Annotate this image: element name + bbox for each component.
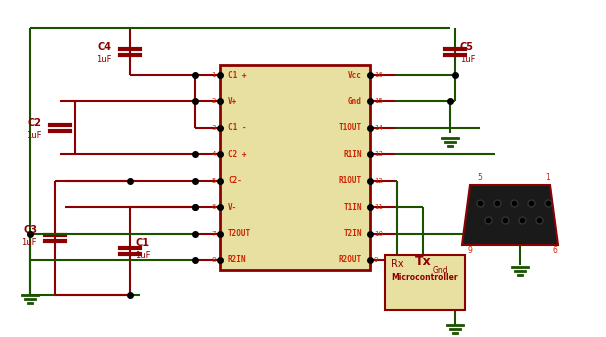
Text: 7: 7 — [211, 231, 216, 237]
Text: 8: 8 — [211, 257, 216, 263]
Text: C1 +: C1 + — [228, 70, 247, 80]
Text: Gnd: Gnd — [432, 266, 448, 275]
Text: 15: 15 — [374, 98, 383, 104]
Text: 1uF: 1uF — [21, 238, 37, 247]
Text: 5: 5 — [211, 178, 216, 184]
Text: C3: C3 — [23, 225, 37, 235]
Text: 14: 14 — [374, 125, 383, 131]
Text: 1uF: 1uF — [27, 131, 42, 140]
Text: Rx: Rx — [391, 259, 404, 269]
Text: C2: C2 — [28, 118, 42, 128]
Text: Microcontroller: Microcontroller — [391, 273, 458, 282]
Text: C1 -: C1 - — [228, 123, 247, 132]
Text: 2: 2 — [211, 98, 216, 104]
Text: 9: 9 — [468, 246, 473, 255]
Text: 4: 4 — [211, 151, 216, 157]
Text: 6: 6 — [211, 204, 216, 210]
Text: 1uF: 1uF — [460, 55, 476, 63]
Text: 9: 9 — [374, 257, 379, 263]
Text: 1uF: 1uF — [96, 55, 112, 63]
Text: C1: C1 — [135, 238, 149, 248]
Text: T1OUT: T1OUT — [339, 123, 362, 132]
Text: C2-: C2- — [228, 176, 242, 185]
Text: 1: 1 — [211, 72, 216, 78]
Text: T2IN: T2IN — [344, 229, 362, 238]
Text: Vcc: Vcc — [348, 70, 362, 80]
Text: R2IN: R2IN — [228, 255, 247, 265]
Text: 10: 10 — [374, 231, 383, 237]
Text: T1IN: T1IN — [344, 203, 362, 212]
Bar — [385, 255, 465, 310]
Text: 1uF: 1uF — [135, 251, 150, 260]
Text: R1IN: R1IN — [344, 150, 362, 159]
Text: V+: V+ — [228, 97, 238, 106]
Text: 1: 1 — [545, 173, 550, 182]
Text: Gnd: Gnd — [348, 97, 362, 106]
Text: 16: 16 — [374, 72, 383, 78]
Text: C4: C4 — [98, 41, 112, 52]
Text: C5: C5 — [460, 41, 474, 52]
Text: Tx: Tx — [415, 255, 431, 268]
Text: 12: 12 — [374, 178, 383, 184]
Text: 13: 13 — [374, 151, 383, 157]
Text: 5: 5 — [478, 173, 482, 182]
Text: R1OUT: R1OUT — [339, 176, 362, 185]
Text: R2OUT: R2OUT — [339, 255, 362, 265]
Text: T2OUT: T2OUT — [228, 229, 251, 238]
Text: 11: 11 — [374, 204, 383, 210]
Text: 3: 3 — [211, 125, 216, 131]
Text: V-: V- — [228, 203, 238, 212]
Polygon shape — [462, 185, 558, 245]
Bar — [220, 65, 370, 270]
Text: C2 +: C2 + — [228, 150, 247, 159]
Text: 6: 6 — [553, 246, 558, 255]
